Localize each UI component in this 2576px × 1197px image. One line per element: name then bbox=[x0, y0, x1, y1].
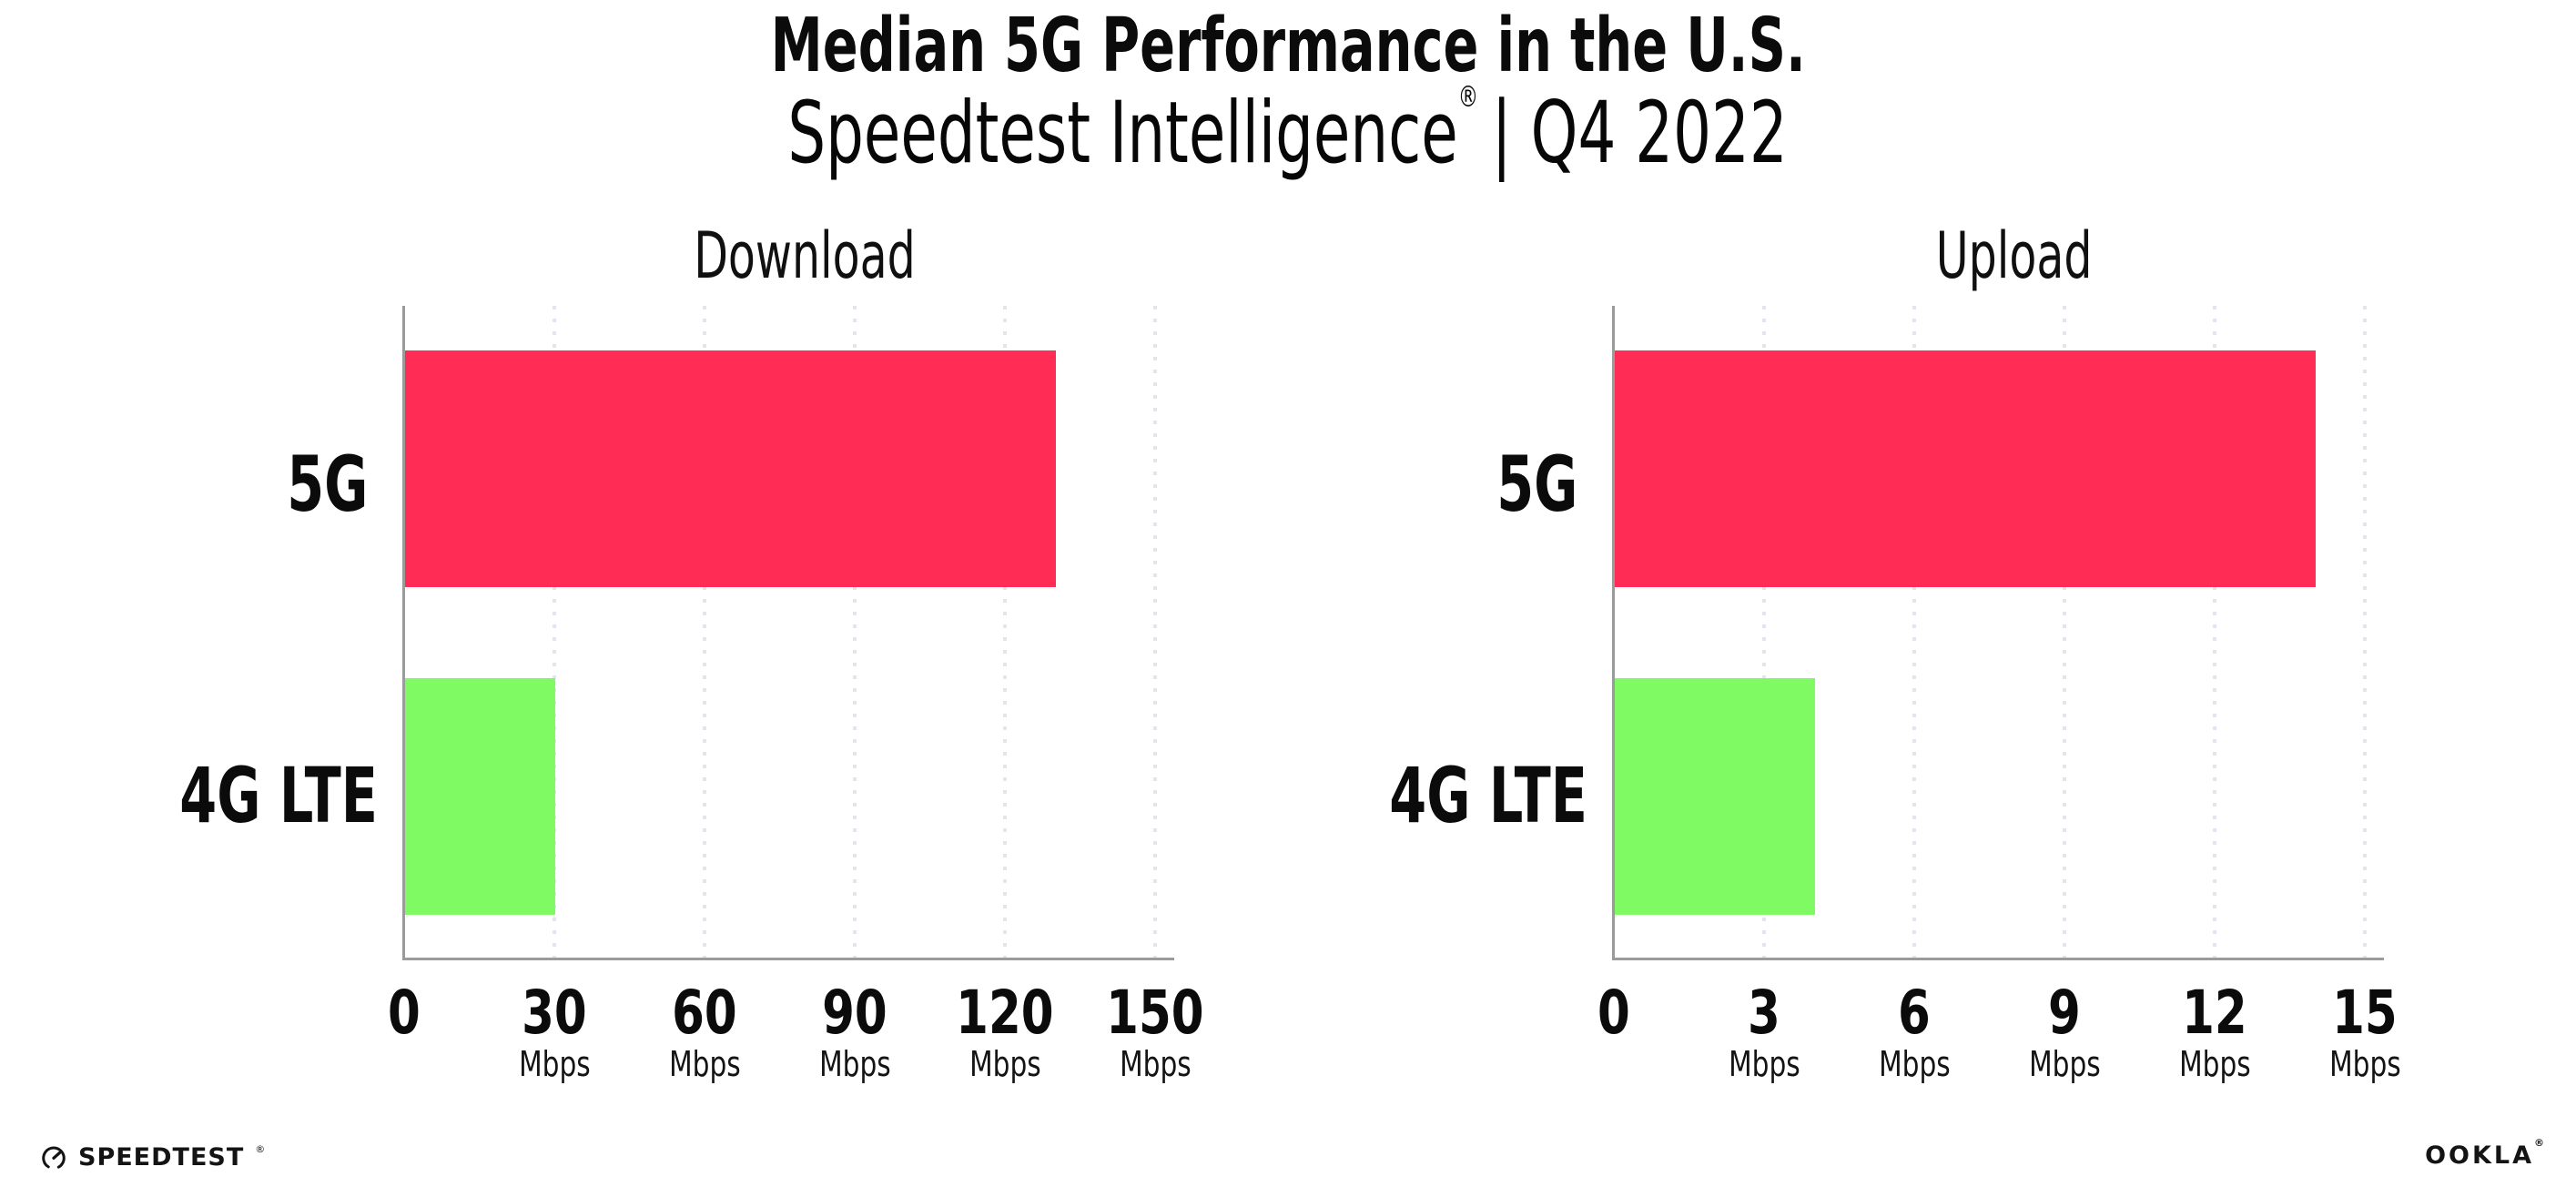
x-axis-download bbox=[402, 958, 1174, 960]
xunit-upload-12: Mbps bbox=[2124, 1047, 2306, 1081]
main-title: Median 5G Performance in the U.S. bbox=[0, 9, 2576, 84]
registered-mark: ® bbox=[1458, 78, 1479, 114]
bar-download-4g-lte bbox=[405, 678, 555, 915]
ylabel-download-4g-lte-text: 4G LTE bbox=[179, 751, 378, 840]
gridline-download-30 bbox=[553, 306, 556, 958]
ylabel-upload-5g: 5G bbox=[1304, 445, 1577, 523]
xunit-upload-9-text: Mbps bbox=[2028, 1044, 2101, 1084]
gridline-download-60 bbox=[703, 306, 706, 958]
speedtest-registered-mark: ® bbox=[255, 1142, 266, 1155]
xtick-upload-12: 12 bbox=[2124, 983, 2306, 1043]
xunit-download-120: Mbps bbox=[914, 1047, 1096, 1081]
subtitle: Speedtest Intelligence® | Q4 2022 bbox=[0, 82, 2576, 177]
xtick-upload-9: 9 bbox=[1973, 983, 2155, 1043]
chart-title-download: Download bbox=[404, 224, 1205, 288]
xunit-download-60: Mbps bbox=[614, 1047, 796, 1081]
subtitle-text: Speedtest Intelligence® | Q4 2022 bbox=[788, 82, 1788, 177]
xunit-download-60-text: Mbps bbox=[668, 1044, 741, 1084]
xtick-upload-15: 15 bbox=[2274, 983, 2456, 1043]
xunit-download-150-text: Mbps bbox=[1119, 1044, 1192, 1084]
gridline-upload-15 bbox=[2363, 306, 2367, 958]
xunit-download-150: Mbps bbox=[1064, 1047, 1246, 1081]
bar-upload-4g-lte bbox=[1615, 678, 1815, 915]
xtick-upload-15-text: 15 bbox=[2332, 978, 2398, 1048]
xunit-upload-9: Mbps bbox=[1973, 1047, 2155, 1081]
xtick-download-30: 30 bbox=[463, 983, 645, 1043]
xtick-download-150-text: 150 bbox=[1106, 978, 1204, 1048]
xunit-upload-3: Mbps bbox=[1673, 1047, 1855, 1081]
speedtest-gauge-icon bbox=[42, 1146, 66, 1170]
xunit-upload-6-text: Mbps bbox=[1878, 1044, 1951, 1084]
xunit-upload-12-text: Mbps bbox=[2178, 1044, 2251, 1084]
ookla-logo-text: OOKLA bbox=[2425, 1141, 2534, 1170]
speedtest-logo-text: SPEEDTEST bbox=[78, 1142, 245, 1172]
xtick-download-120-text: 120 bbox=[956, 978, 1054, 1048]
gridline-download-150 bbox=[1153, 306, 1157, 958]
xtick-download-150: 150 bbox=[1064, 983, 1246, 1043]
chart-title-download-text: Download bbox=[694, 218, 916, 293]
xunit-upload-15-text: Mbps bbox=[2328, 1044, 2401, 1084]
xtick-upload-12-text: 12 bbox=[2182, 978, 2247, 1048]
ylabel-upload-4g-lte-text: 4G LTE bbox=[1389, 751, 1587, 840]
xtick-download-120: 120 bbox=[914, 983, 1096, 1043]
xunit-upload-15: Mbps bbox=[2274, 1047, 2456, 1081]
xunit-download-90: Mbps bbox=[764, 1047, 946, 1081]
ylabel-download-4g-lte: 4G LTE bbox=[95, 756, 378, 835]
gridline-upload-6 bbox=[1912, 306, 1916, 958]
gridline-download-90 bbox=[853, 306, 857, 958]
chart-title-upload: Upload bbox=[1614, 224, 2415, 288]
xtick-download-30-text: 30 bbox=[522, 978, 587, 1048]
xtick-upload-6-text: 6 bbox=[1898, 978, 1931, 1048]
gridline-upload-3 bbox=[1762, 306, 1766, 958]
xtick-upload-3-text: 3 bbox=[1748, 978, 1780, 1048]
xtick-download-90-text: 90 bbox=[822, 978, 887, 1048]
xtick-download-0: 0 bbox=[313, 983, 495, 1043]
ylabel-download-5g: 5G bbox=[95, 445, 368, 523]
y-axis-upload bbox=[1612, 306, 1615, 959]
subtitle-brand: Speedtest Intelligence bbox=[787, 84, 1459, 183]
gridline-upload-12 bbox=[2213, 306, 2216, 958]
bar-download-5g bbox=[405, 350, 1056, 587]
ylabel-upload-4g-lte: 4G LTE bbox=[1304, 756, 1587, 835]
xtick-download-60: 60 bbox=[614, 983, 796, 1043]
speedtest-logo: SPEEDTEST ® bbox=[40, 1136, 265, 1178]
bar-upload-5g bbox=[1615, 350, 2316, 587]
xtick-download-90: 90 bbox=[764, 983, 946, 1043]
xtick-upload-3: 3 bbox=[1673, 983, 1855, 1043]
xunit-upload-3-text: Mbps bbox=[1728, 1044, 1800, 1084]
xtick-upload-6: 6 bbox=[1823, 983, 2005, 1043]
ylabel-upload-5g-text: 5G bbox=[1496, 440, 1577, 529]
xtick-upload-0: 0 bbox=[1523, 983, 1705, 1043]
y-axis-download bbox=[402, 306, 405, 959]
xtick-upload-9-text: 9 bbox=[2048, 978, 2081, 1048]
xunit-upload-6: Mbps bbox=[1823, 1047, 2005, 1081]
ylabel-download-5g-text: 5G bbox=[286, 440, 368, 529]
chart-title-upload-text: Upload bbox=[1936, 218, 2093, 293]
ookla-registered-mark: ® bbox=[2534, 1137, 2547, 1149]
gridline-download-120 bbox=[1003, 306, 1007, 958]
xunit-download-90-text: Mbps bbox=[818, 1044, 891, 1084]
gridline-upload-9 bbox=[2063, 306, 2066, 958]
xunit-download-30-text: Mbps bbox=[518, 1044, 591, 1084]
xtick-upload-0-text: 0 bbox=[1597, 978, 1630, 1048]
subtitle-period: | Q4 2022 bbox=[1492, 84, 1789, 183]
main-title-text: Median 5G Performance in the U.S. bbox=[770, 3, 1806, 89]
xunit-download-120-text: Mbps bbox=[969, 1044, 1041, 1084]
ookla-logo: OOKLA® bbox=[2425, 1137, 2547, 1170]
xtick-download-0-text: 0 bbox=[388, 978, 421, 1048]
x-axis-upload bbox=[1612, 958, 2384, 960]
xtick-download-60-text: 60 bbox=[672, 978, 737, 1048]
xunit-download-30: Mbps bbox=[463, 1047, 645, 1081]
